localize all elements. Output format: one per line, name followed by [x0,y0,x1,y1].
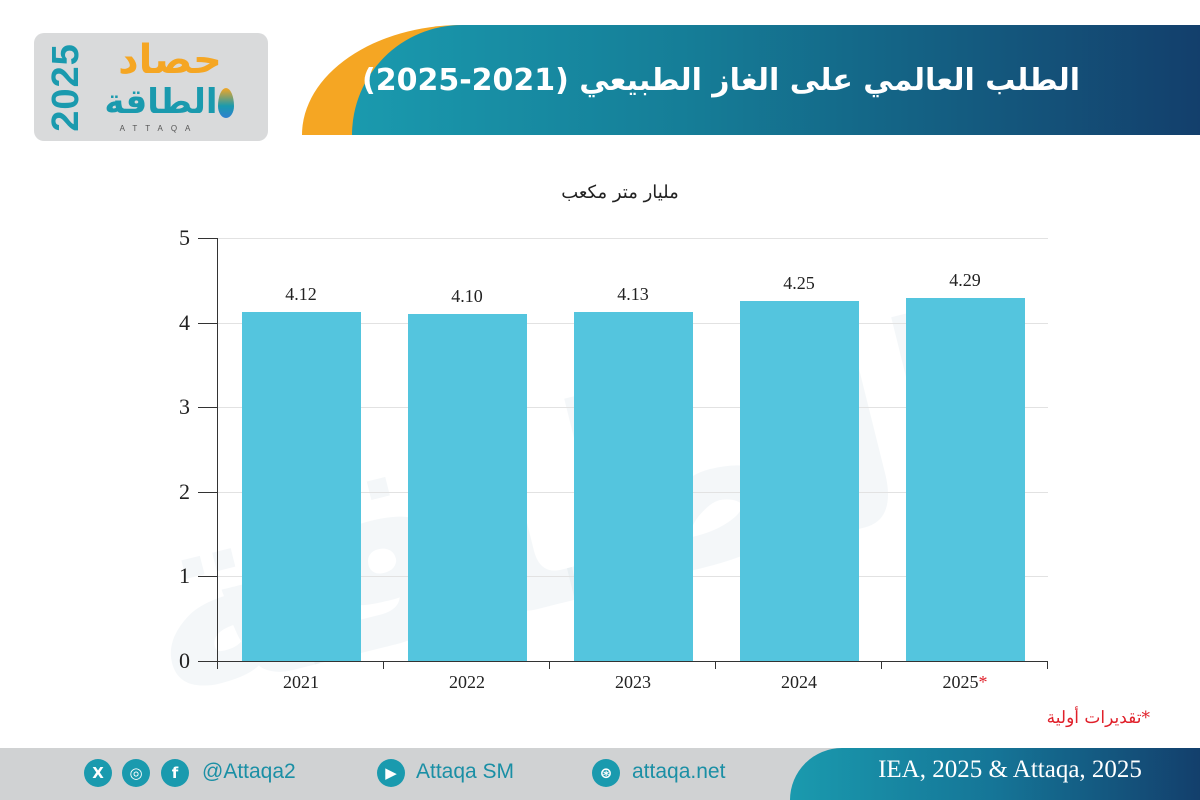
instagram-icon[interactable]: ◎ [122,759,150,787]
logo-box [34,33,268,141]
bar-2023 [574,312,693,661]
x-tick-label: 2021 [283,672,319,692]
bar-value-label: 4.13 [617,284,649,304]
bar-2021 [242,312,361,661]
x-tick-label: 2024 [781,672,817,692]
y-tick-label: 4 [179,310,190,335]
x-tick-label: 2025* [942,672,988,692]
bar-2022 [408,314,527,661]
title-band: الطلب العالمي على الغاز الطبيعي (2021-20… [352,25,1200,135]
bar-2025 [906,298,1025,661]
y-tick-label: 1 [179,563,190,588]
y-tick-label: 0 [179,648,190,673]
bar-2024 [740,301,859,661]
estimate-marker: * [978,672,988,692]
x-tick [217,661,218,669]
x-tick [549,661,550,669]
x-axis [217,661,1048,662]
y-tick [198,576,217,577]
logo-drop-icon [218,88,234,118]
y-tick-label: 3 [179,394,190,419]
y-tick-label: 2 [179,479,190,504]
bar-value-label: 4.25 [783,273,815,293]
website-link[interactable]: attaqa.net [632,760,726,783]
x-tick-label: 2022 [449,672,485,692]
y-tick [198,661,217,662]
page-title: الطلب العالمي على الغاز الطبيعي (2021-20… [361,62,1080,98]
chart-footnote: *تقديرات أولية [1046,708,1150,728]
youtube-channel[interactable]: Attaqa SM [416,760,515,783]
x-tick [881,661,882,669]
youtube-icon[interactable]: ▶ [377,759,405,787]
bar-value-label: 4.12 [285,284,317,304]
y-tick-label: 5 [179,225,190,250]
logo-subtitle: ATTAQA [119,124,199,133]
x-tick [1047,661,1048,669]
source-text: IEA, 2025 & Attaqa, 2025 [878,756,1142,783]
gridline [218,238,1048,239]
y-tick [198,323,217,324]
x-tick [383,661,384,669]
source-band [790,748,1200,800]
logo-word-bottom: الطاقة [104,82,218,122]
logo-word-top: حصاد [118,37,222,83]
bar-value-label: 4.29 [949,270,981,290]
y-tick [198,238,217,239]
y-tick [198,407,217,408]
y-axis [217,238,218,669]
chart-unit-label: مليار متر مكعب [561,182,679,203]
x-icon[interactable]: X [84,759,112,787]
y-tick [198,492,217,493]
web-icon[interactable]: ⊛ [592,759,620,787]
bar-value-label: 4.10 [451,286,483,306]
x-tick-label: 2023 [615,672,651,692]
x-tick [715,661,716,669]
facebook-icon[interactable]: f [161,759,189,787]
social-handle[interactable]: @Attaqa2 [202,760,296,783]
